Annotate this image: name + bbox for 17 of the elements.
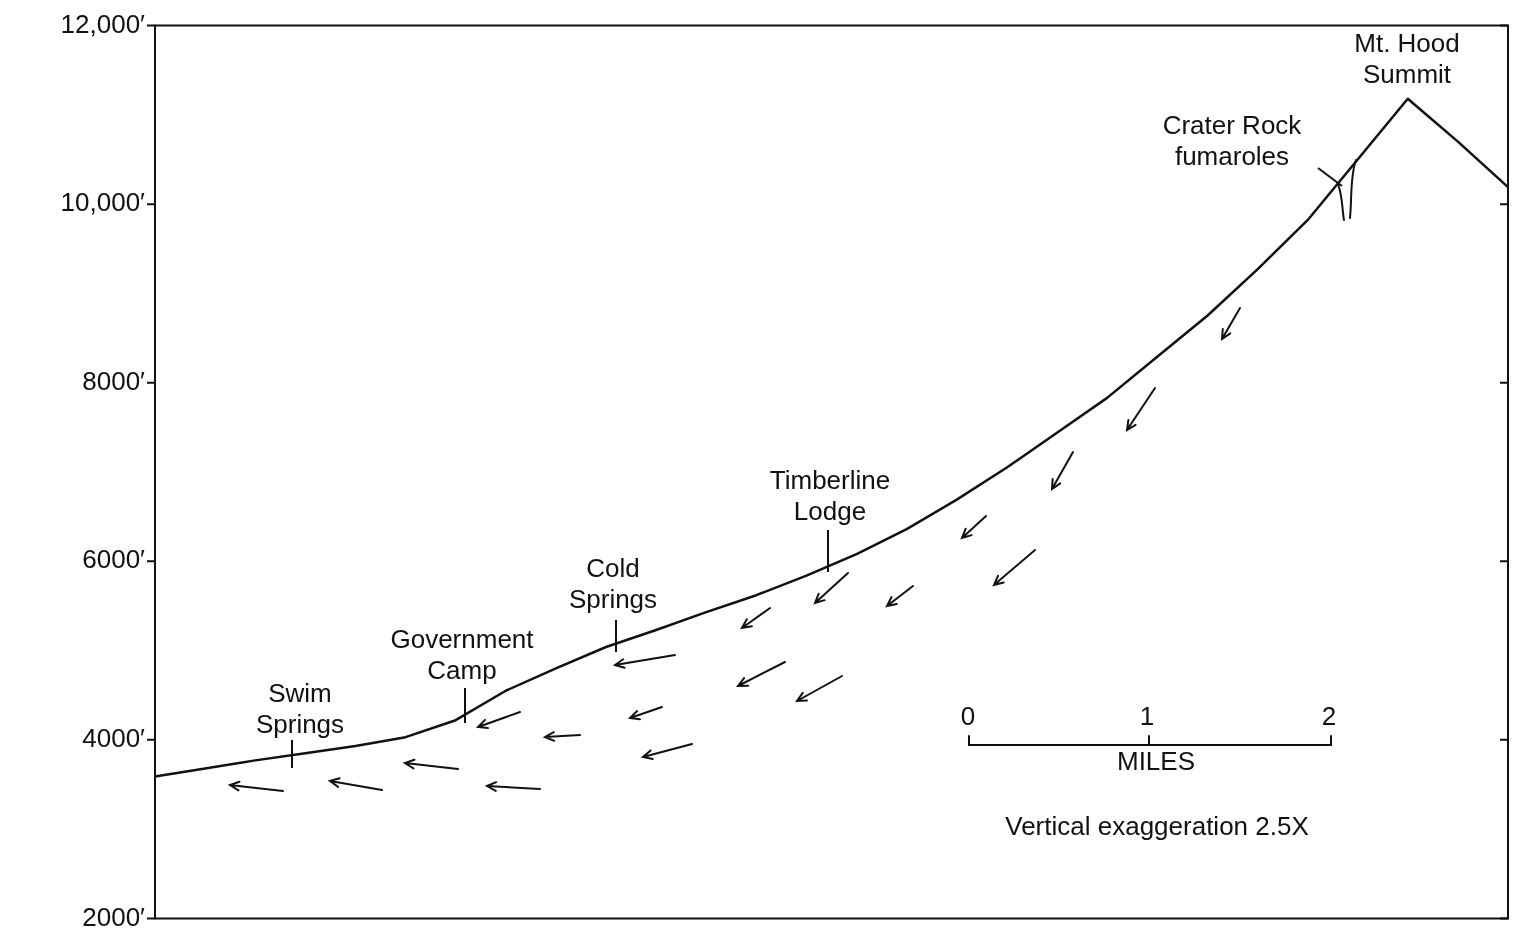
annotation: Swim Springs: [255, 678, 345, 740]
y-tick-label: 8000′: [82, 365, 146, 396]
annotation: Timberline Lodge: [769, 465, 891, 527]
y-tick-label: 2000′: [82, 901, 146, 932]
annotation: MILES: [1116, 746, 1196, 777]
annotation: Cold Springs: [568, 553, 658, 615]
annotation: Vertical exaggeration 2.5X: [1005, 811, 1309, 842]
annotation: 0: [960, 701, 976, 732]
annotation: Crater Rock fumaroles: [1162, 110, 1303, 172]
annotation: 1: [1139, 701, 1155, 732]
annotation: Mt. Hood Summit: [1354, 28, 1460, 90]
y-tick-label: 12,000′: [60, 8, 146, 39]
y-tick-label: 4000′: [82, 723, 146, 754]
y-tick-label: 10,000′: [60, 187, 146, 218]
y-tick-label: 6000′: [82, 544, 146, 575]
annotation: 2: [1321, 701, 1337, 732]
annotation: Government Camp: [390, 624, 535, 686]
